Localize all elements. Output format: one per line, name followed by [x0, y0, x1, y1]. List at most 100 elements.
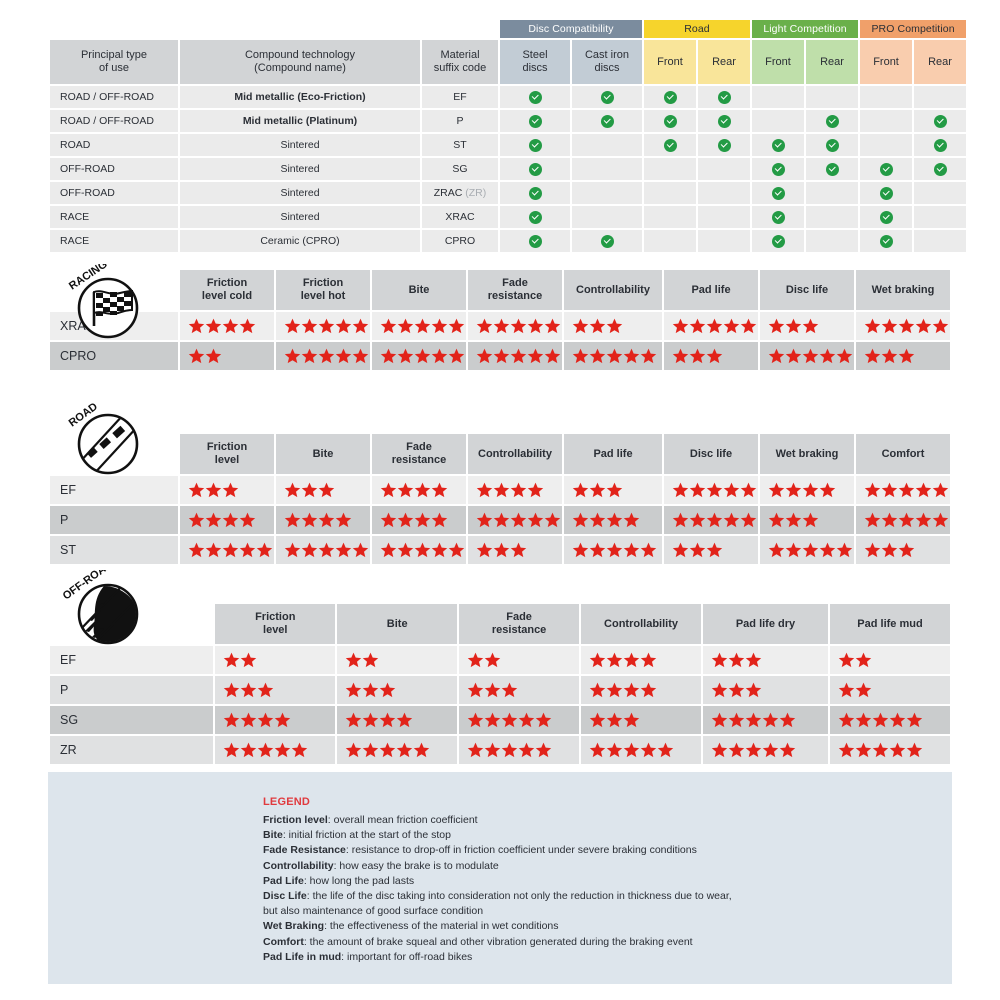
rating-column-header: Pad life dry [702, 604, 829, 644]
star-icon [301, 318, 318, 334]
column-header: Cast iron discs [572, 40, 642, 84]
star-icon [728, 652, 745, 668]
compatibility-cell [806, 86, 859, 108]
star-icon [898, 482, 915, 498]
use-type-cell: RACE [50, 230, 178, 252]
star-icon [484, 712, 501, 728]
star-icon [740, 512, 757, 528]
star-icon [493, 348, 510, 364]
compatibility-cell [500, 110, 570, 132]
star-rating-cell [564, 342, 662, 370]
star-icon [431, 542, 448, 558]
star-icon [484, 652, 501, 668]
compound-technology-cell: Mid metallic (Platinum) [180, 110, 420, 132]
star-icon [335, 318, 352, 334]
legend-term: Controllability [263, 859, 334, 872]
rating-column-header: Fade resistance [372, 434, 466, 474]
star-rating-cell [372, 342, 466, 370]
rating-column-header: Friction level [180, 434, 274, 474]
star-icon [762, 742, 779, 758]
compatibility-cell [572, 230, 642, 252]
star-icon [396, 742, 413, 758]
compatibility-table: Disc Compatibility Road Light Competition P… [48, 18, 968, 254]
star-icon [872, 742, 889, 758]
column-header: Steel discs [500, 40, 570, 84]
star-icon [838, 742, 855, 758]
table-row: OFF-ROAD Sintered ZRAC (ZR) [50, 182, 967, 204]
table-row: P [50, 506, 950, 534]
star-icon [672, 318, 689, 334]
star-icon [397, 542, 414, 558]
check-icon [528, 234, 542, 248]
star-icon [510, 318, 527, 334]
star-icon [932, 482, 949, 498]
star-icon [397, 348, 414, 364]
check-icon [600, 234, 614, 248]
star-icon [240, 712, 257, 728]
compatibility-cell [698, 134, 751, 156]
table-row: SG [50, 706, 950, 734]
star-icon [239, 542, 256, 558]
star-icon [623, 712, 640, 728]
star-icon [606, 512, 623, 528]
star-rating-cell [337, 676, 458, 704]
star-icon [397, 512, 414, 528]
star-rating-cell [459, 706, 580, 734]
star-icon [640, 542, 657, 558]
star-icon [802, 512, 819, 528]
compatibility-cell [752, 182, 805, 204]
star-icon [274, 712, 291, 728]
check-icon [528, 90, 542, 104]
legend-panel: LEGEND Friction level: overall mean fric… [48, 772, 952, 984]
star-icon [448, 348, 465, 364]
star-rating-cell [564, 476, 662, 504]
rating-column-header: Bite [276, 434, 370, 474]
compatibility-cell [860, 134, 913, 156]
use-type-cell: OFF-ROAD [50, 158, 178, 180]
star-icon [413, 742, 430, 758]
star-icon [915, 482, 932, 498]
star-icon [745, 652, 762, 668]
rating-header-row: Friction level cold Friction level hot Bite F… [50, 270, 950, 310]
table-row: EF [50, 646, 950, 674]
star-rating-cell [760, 312, 854, 340]
star-icon [881, 512, 898, 528]
star-icon [740, 482, 757, 498]
rating-column-header: Pad life mud [830, 604, 950, 644]
check-icon [771, 162, 785, 176]
star-icon [785, 482, 802, 498]
compatibility-cell [500, 86, 570, 108]
star-rating-cell [180, 506, 274, 534]
material-code: ZRAC [433, 187, 463, 199]
star-icon [898, 512, 915, 528]
star-icon [906, 712, 923, 728]
compound-technology-cell: Sintered [180, 158, 420, 180]
star-icon [589, 542, 606, 558]
compatibility-cell [644, 230, 696, 252]
star-rating-cell [856, 476, 950, 504]
star-icon [855, 682, 872, 698]
check-icon [933, 138, 947, 152]
star-icon [640, 682, 657, 698]
legend-term: Pad Life in mud [263, 950, 342, 963]
compatibility-cell [572, 110, 642, 132]
compatibility-cell [914, 230, 967, 252]
compound-label: P [50, 676, 214, 704]
star-icon [544, 348, 561, 364]
star-icon [785, 512, 802, 528]
legend-term: Disc Life [263, 890, 307, 903]
star-rating-cell [459, 646, 580, 674]
star-icon [606, 482, 623, 498]
check-icon [825, 138, 839, 152]
star-icon [672, 542, 689, 558]
star-icon [318, 542, 335, 558]
check-icon [528, 210, 542, 224]
star-icon [493, 482, 510, 498]
star-icon [396, 712, 413, 728]
road-section: Friction level Bite Fade resistance Controlla… [48, 401, 952, 566]
star-icon [501, 712, 518, 728]
check-icon [600, 114, 614, 128]
star-icon [589, 348, 606, 364]
column-header: Principal type of use [50, 40, 178, 84]
star-icon [448, 542, 465, 558]
